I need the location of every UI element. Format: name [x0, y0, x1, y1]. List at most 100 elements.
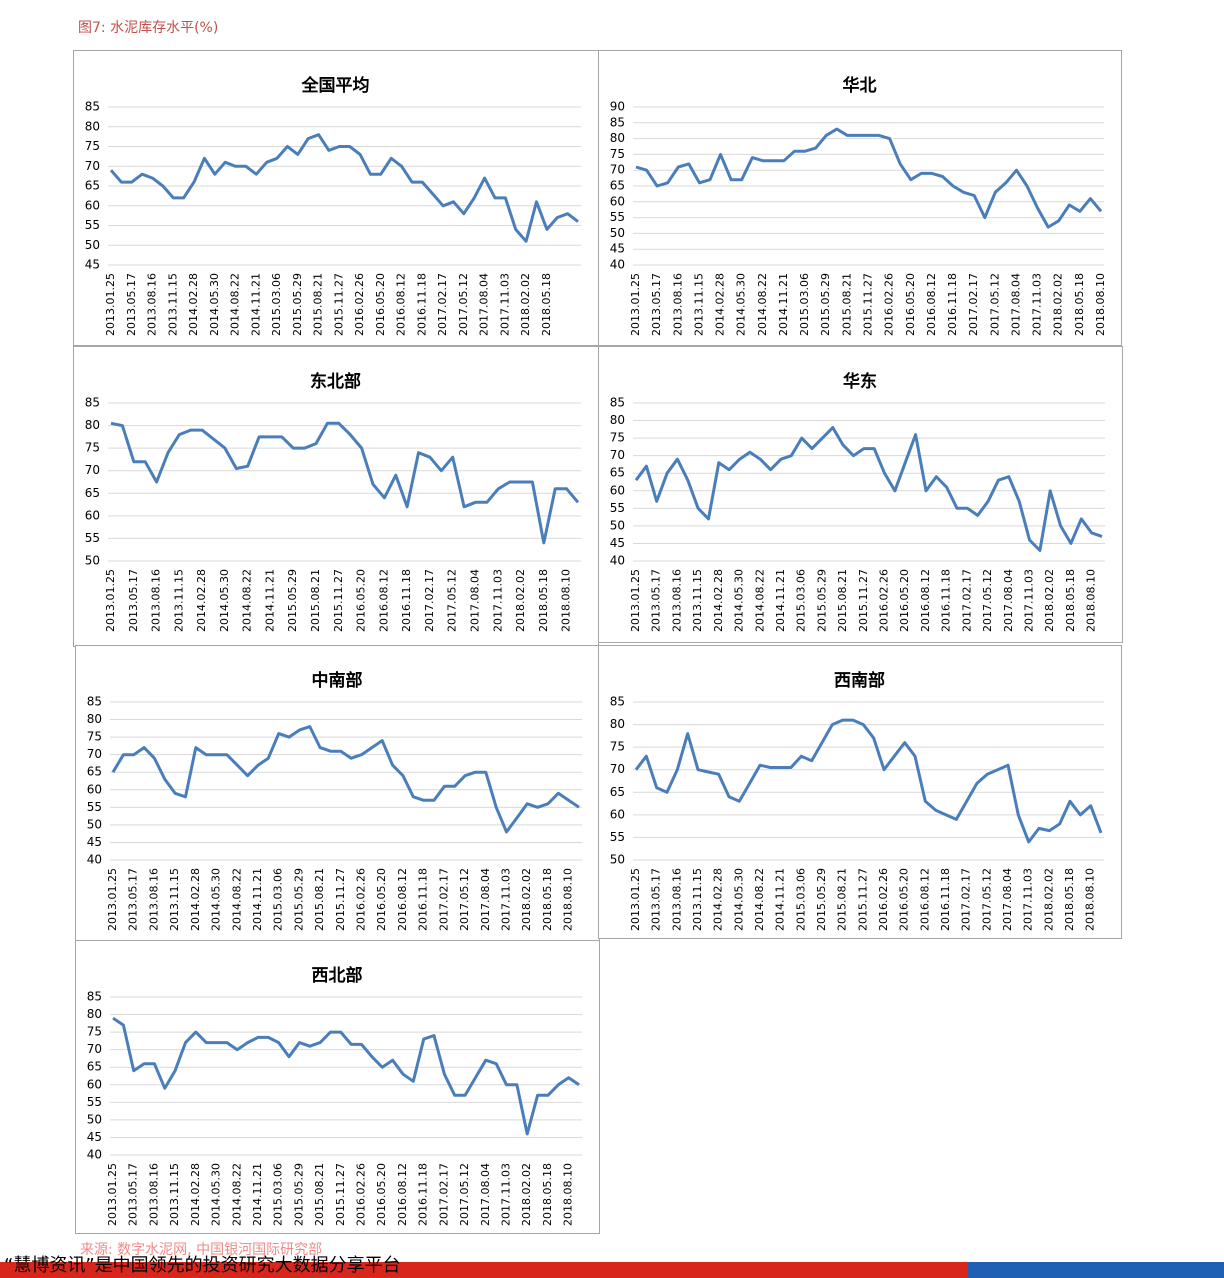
x-tick-label: 2016.11.18 — [417, 1163, 430, 1226]
x-tick-label: 2018.02.02 — [519, 273, 532, 336]
x-tick-label: 2018.05.18 — [540, 273, 553, 336]
y-tick-label: 85 — [85, 100, 100, 114]
x-tick-label: 2013.05.17 — [650, 868, 663, 931]
x-tick-label: 2018.08.10 — [562, 1163, 575, 1226]
chart-title: 华北 — [843, 75, 877, 96]
chart-title: 全国平均 — [301, 75, 370, 96]
x-tick-label: 2015.05.29 — [286, 569, 299, 632]
y-tick-label: 75 — [610, 147, 625, 161]
x-tick-label: 2015.05.29 — [292, 1163, 305, 1226]
x-tick-label: 2017.05.12 — [980, 868, 993, 931]
x-tick-label: 2016.08.12 — [377, 569, 390, 632]
x-tick-label: 2017.11.03 — [1023, 569, 1036, 632]
y-tick-label: 60 — [87, 1077, 102, 1091]
x-tick-label: 2016.11.18 — [400, 569, 413, 632]
x-tick-label: 2014.08.22 — [756, 273, 769, 336]
y-tick-label: 55 — [87, 1095, 102, 1109]
y-tick-label: 70 — [87, 747, 102, 761]
x-tick-label: 2015.03.06 — [272, 868, 285, 931]
y-tick-label: 45 — [610, 536, 625, 550]
source-note: 来源: 数字水泥网, 中国银河国际研究部 — [80, 1242, 322, 1258]
y-tick-label: 70 — [610, 448, 625, 462]
x-tick-label: 2016.08.12 — [918, 868, 931, 931]
y-tick-label: 50 — [87, 1112, 102, 1126]
x-tick-label: 2018.02.02 — [520, 1163, 533, 1226]
footer-bar-red — [0, 1262, 968, 1278]
x-tick-label: 2013.01.25 — [106, 868, 119, 931]
x-tick-label: 2018.05.18 — [541, 868, 554, 931]
x-tick-label: 2018.08.10 — [560, 569, 573, 632]
y-tick-label: 80 — [610, 131, 625, 145]
x-tick-label: 2017.08.04 — [1009, 273, 1022, 336]
x-tick-label: 2016.05.20 — [898, 868, 911, 931]
y-tick-label: 70 — [87, 1042, 102, 1056]
x-tick-label: 2014.08.22 — [753, 569, 766, 632]
y-tick-label: 65 — [610, 785, 625, 799]
y-tick-label: 45 — [610, 242, 625, 256]
x-tick-label: 2013.05.17 — [125, 273, 138, 336]
y-tick-label: 60 — [610, 194, 625, 208]
y-tick-label: 40 — [610, 554, 625, 568]
x-tick-label: 2017.02.17 — [960, 868, 973, 931]
x-tick-label: 2014.11.21 — [249, 273, 262, 336]
x-tick-label: 2016.02.26 — [355, 868, 368, 931]
y-tick-label: 65 — [87, 765, 102, 779]
y-tick-label: 70 — [610, 762, 625, 776]
x-tick-label: 2016.08.12 — [919, 569, 932, 632]
x-tick-label: 2016.11.18 — [417, 868, 430, 931]
y-tick-label: 60 — [610, 807, 625, 821]
x-tick-label: 2014.05.30 — [218, 569, 231, 632]
x-tick-label: 2015.11.27 — [332, 273, 345, 336]
x-tick-label: 2013.01.25 — [629, 569, 642, 632]
x-tick-label: 2017.08.04 — [479, 1163, 492, 1226]
x-tick-label: 2014.05.30 — [735, 273, 748, 336]
y-tick-label: 40 — [87, 1148, 102, 1162]
x-tick-label: 2017.02.17 — [437, 868, 450, 931]
x-tick-label: 2015.08.21 — [836, 569, 849, 632]
x-tick-label: 2014.05.30 — [210, 1163, 223, 1226]
x-tick-label: 2016.08.12 — [396, 868, 409, 931]
chart-title: 西北部 — [312, 965, 363, 986]
x-tick-label: 2018.08.10 — [1085, 569, 1098, 632]
x-tick-label: 2014.11.21 — [251, 1163, 264, 1226]
y-tick-label: 45 — [87, 835, 102, 849]
x-tick-label: 2015.08.21 — [313, 868, 326, 931]
x-tick-label: 2017.08.04 — [478, 273, 491, 336]
y-tick-label: 75 — [87, 1025, 102, 1039]
x-tick-label: 2015.05.29 — [819, 273, 832, 336]
x-tick-label: 2016.02.26 — [883, 273, 896, 336]
x-tick-label: 2016.05.20 — [374, 273, 387, 336]
x-tick-label: 2013.11.15 — [172, 569, 185, 632]
y-tick-label: 75 — [85, 139, 100, 153]
x-tick-label: 2016.11.18 — [939, 868, 952, 931]
x-tick-label: 2018.02.02 — [1052, 273, 1065, 336]
x-tick-label: 2013.05.17 — [127, 868, 140, 931]
x-tick-label: 2016.05.20 — [355, 569, 368, 632]
x-tick-label: 2015.11.27 — [857, 569, 870, 632]
x-tick-label: 2014.11.21 — [774, 569, 787, 632]
x-tick-label: 2014.02.28 — [189, 1163, 202, 1226]
x-tick-label: 2013.08.16 — [670, 569, 683, 632]
y-tick-label: 75 — [85, 441, 100, 455]
y-tick-label: 50 — [87, 817, 102, 831]
x-tick-label: 2018.02.02 — [514, 569, 527, 632]
footer-bar-blue — [968, 1262, 1224, 1278]
x-tick-label: 2014.08.22 — [753, 868, 766, 931]
x-tick-label: 2013.01.25 — [629, 868, 642, 931]
x-tick-label: 2018.05.18 — [1073, 273, 1086, 336]
x-tick-label: 2013.08.16 — [671, 273, 684, 336]
x-tick-label: 2013.01.25 — [106, 1163, 119, 1226]
x-tick-label: 2018.08.10 — [562, 868, 575, 931]
x-tick-label: 2014.05.30 — [208, 273, 221, 336]
x-tick-label: 2015.08.21 — [313, 1163, 326, 1226]
x-tick-label: 2018.08.10 — [1094, 273, 1107, 336]
y-tick-label: 60 — [85, 198, 100, 212]
y-tick-label: 70 — [85, 159, 100, 173]
x-tick-label: 2014.02.28 — [189, 868, 202, 931]
y-tick-label: 45 — [87, 1130, 102, 1144]
y-tick-label: 55 — [610, 501, 625, 515]
chart-frame — [73, 346, 599, 647]
x-tick-label: 2017.05.12 — [446, 569, 459, 632]
x-tick-label: 2013.11.15 — [692, 273, 705, 336]
